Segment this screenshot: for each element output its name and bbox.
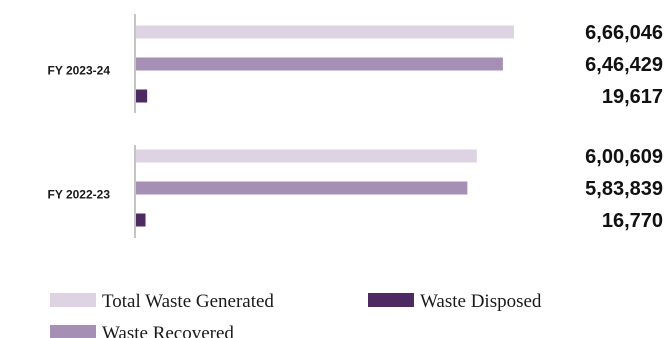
bar — [136, 149, 477, 163]
legend-swatch — [50, 293, 96, 307]
data-label: 6,46,429 — [585, 54, 663, 76]
category-label: FY 2022-23 — [48, 188, 111, 202]
data-label: 16,770 — [602, 210, 663, 232]
data-label: 5,83,839 — [585, 178, 663, 200]
legend-swatch — [368, 293, 414, 307]
category-label: FY 2023-24 — [48, 64, 111, 78]
bar — [136, 213, 146, 227]
legend-label: Total Waste Generated — [102, 291, 274, 312]
data-label: 6,66,046 — [585, 22, 663, 44]
legend-swatch — [50, 325, 96, 338]
bar — [136, 25, 514, 39]
legend-label: Waste Recovered — [102, 323, 234, 338]
bar — [136, 89, 148, 103]
bar — [136, 181, 468, 195]
data-label: 6,00,609 — [585, 146, 663, 168]
legend-label: Waste Disposed — [420, 291, 542, 312]
bar — [136, 57, 503, 71]
data-label: 19,617 — [602, 86, 663, 108]
